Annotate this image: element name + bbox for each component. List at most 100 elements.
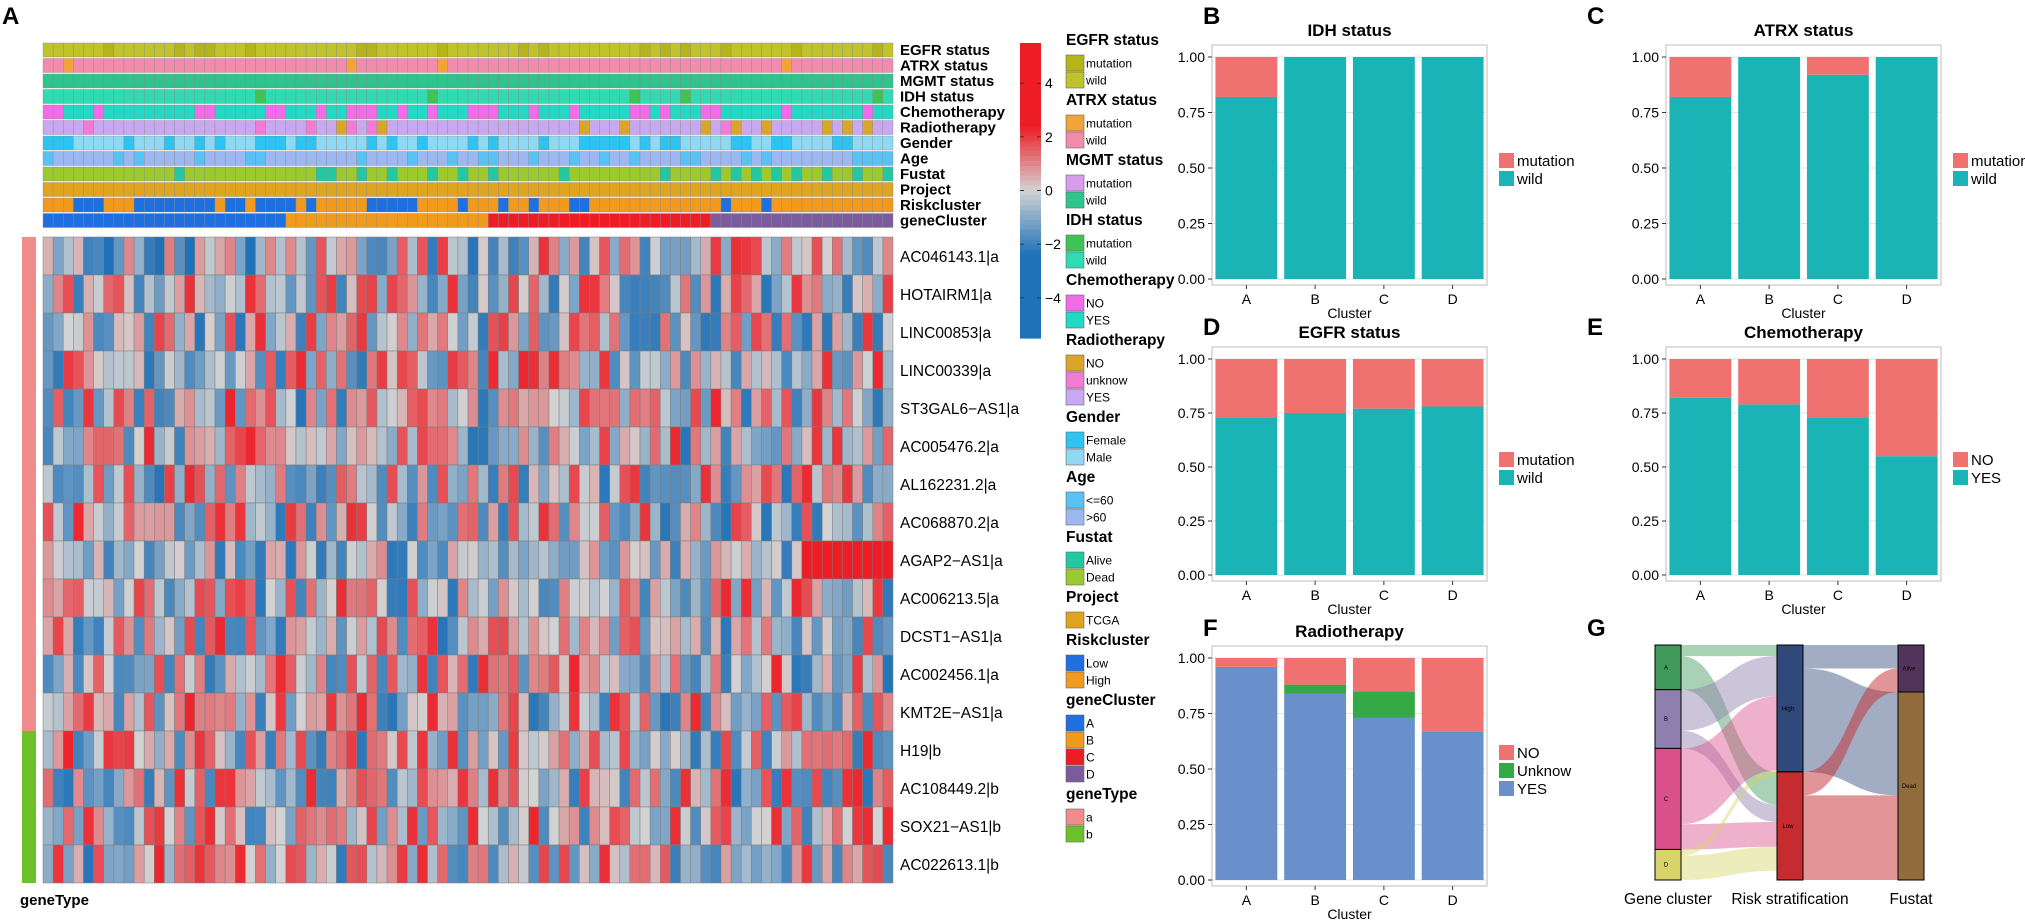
heatmap-cell [174, 616, 185, 656]
annotation-cell [730, 151, 742, 166]
heatmap-cell [700, 350, 712, 390]
heatmap-cell [639, 312, 651, 352]
annotation-cell [224, 73, 236, 89]
heatmap-cell [133, 426, 145, 466]
heatmap-cell [568, 692, 580, 732]
heatmap-cell [801, 692, 813, 732]
heatmap-cell [305, 578, 317, 618]
heatmap-cell [447, 806, 459, 846]
heatmap-cell [305, 388, 317, 428]
annotation-cell [83, 213, 94, 228]
annotation-cell [113, 182, 125, 197]
annotation-cell [751, 42, 762, 58]
heatmap-cell [730, 540, 742, 580]
heatmap-cell [568, 236, 580, 276]
annotation-cell [477, 104, 489, 120]
annotation-cell [376, 135, 388, 151]
heatmap-cell [558, 236, 570, 276]
legend-label: B [1086, 734, 1094, 748]
y-tick-label: 0.00 [1632, 567, 1659, 583]
heatmap-cell [872, 578, 884, 618]
annotation-cell [204, 151, 216, 166]
heatmap-cell [224, 806, 236, 846]
heatmap-cell [487, 388, 499, 428]
heatmap-cell [872, 616, 884, 656]
colorbar-step [1020, 141, 1041, 147]
heatmap-cell [326, 654, 337, 694]
heatmap-cell [568, 388, 580, 428]
annotation-cell [700, 213, 712, 228]
annotation-cell [670, 89, 681, 104]
heatmap-cell [386, 806, 398, 846]
annotation-cell [488, 151, 499, 166]
heatmap-cell [690, 426, 701, 466]
heatmap-cell [498, 426, 509, 466]
annotation-cell [508, 104, 519, 120]
annotation-cell [255, 42, 266, 58]
heatmap-cell [315, 616, 327, 656]
heatmap-cell [204, 426, 216, 466]
annotation-cell [133, 135, 145, 151]
heatmap-cell [811, 426, 823, 466]
heatmap-cell [771, 464, 782, 504]
annotation-cell [852, 151, 863, 166]
gene-type-cell [22, 579, 36, 617]
annotation-cell [316, 120, 327, 135]
heatmap-cell [609, 540, 621, 580]
annotation-cell [832, 104, 843, 120]
heatmap-cell [538, 692, 550, 732]
alluvial-stratum [1776, 771, 1804, 881]
gene-type-bar [22, 237, 36, 883]
heatmap-cell [801, 274, 813, 314]
heatmap-cell [204, 768, 216, 808]
annotation-cell [52, 166, 64, 182]
annotation-cell [508, 182, 519, 197]
legend-label: Dead [1086, 571, 1115, 585]
heatmap-cell [730, 768, 742, 808]
bar-segment-no [1806, 359, 1869, 418]
heatmap-cell [93, 388, 104, 428]
annotation-cell [326, 104, 337, 120]
colorbar-step [1020, 116, 1041, 123]
heatmap-cell [619, 426, 631, 466]
heatmap-cell [730, 578, 742, 618]
annotation-cell [518, 120, 529, 135]
annotation-cell [589, 104, 600, 120]
heatmap-cell [285, 540, 297, 580]
heatmap-cell [872, 692, 884, 732]
annotation-cell [670, 73, 681, 89]
annotation-cell [518, 197, 529, 213]
heatmap-cell [508, 502, 519, 542]
annotation-cell [801, 135, 813, 151]
annotation-cell [568, 182, 580, 197]
heatmap-cell [295, 464, 307, 504]
colorbar-step [1020, 180, 1041, 187]
heatmap-cell [123, 236, 135, 276]
heatmap-cell [143, 768, 155, 808]
annotation-cell [629, 197, 641, 213]
annotation-cell [670, 120, 681, 135]
gene-label: H19|b [900, 743, 941, 760]
heatmap-cell [184, 540, 196, 580]
heatmap-cell [639, 350, 651, 390]
annotation-cell [356, 135, 368, 151]
heatmap-cell [720, 540, 732, 580]
annotation-cell [548, 73, 560, 89]
annotation-cell [872, 89, 884, 104]
heatmap-cell [113, 730, 125, 770]
heatmap-cell [356, 616, 368, 656]
heatmap-cell [477, 654, 489, 694]
annotation-cell [599, 213, 610, 228]
annotation-cell [467, 58, 479, 73]
heatmap-cell [740, 768, 752, 808]
annotation-cell [224, 135, 236, 151]
heatmap-cell [811, 312, 823, 352]
heatmap-cell [224, 844, 236, 884]
heatmap-cell [326, 464, 337, 504]
heatmap-cell [710, 350, 722, 390]
heatmap-cell [295, 350, 307, 390]
annotation-cell [255, 166, 266, 182]
heatmap-cell [154, 388, 165, 428]
heatmap-cell [670, 578, 681, 618]
